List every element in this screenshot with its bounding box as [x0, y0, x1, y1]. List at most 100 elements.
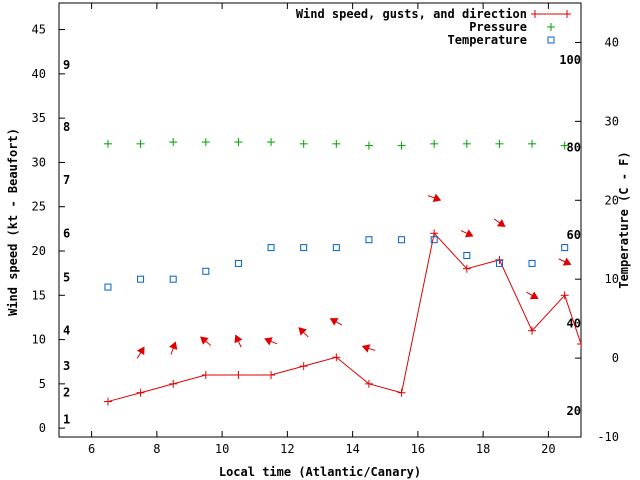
y-axis-right-label: Temperature (C - F): [617, 151, 631, 288]
plot-area: [58, 2, 582, 438]
wind-arrow: [427, 193, 442, 202]
wind-speed-point: [364, 379, 373, 388]
wind-arrow: [558, 257, 572, 266]
wind-arrow: [136, 346, 145, 359]
temperature-point: [430, 236, 438, 244]
wind-arrow-head: [298, 327, 307, 336]
wind-speed-point: [430, 229, 439, 238]
pressure-point: [299, 139, 308, 148]
x-tick-label: 14: [345, 442, 359, 456]
x-tick-label: 16: [411, 442, 425, 456]
wind-speed-point: [201, 371, 210, 379]
wind-speed-point: [234, 371, 243, 379]
pressure-point: [495, 139, 504, 148]
wind-arrow: [361, 344, 376, 353]
wind-arrow: [329, 318, 343, 326]
y-left-tick-label: 35: [32, 111, 46, 125]
legend-swatch-marker: [531, 10, 539, 18]
temperature-point: [234, 259, 242, 267]
pressure-point: [430, 139, 439, 148]
pressure-point: [462, 139, 471, 148]
wind-arrow: [493, 218, 506, 227]
y-right-tick-label: 20: [605, 193, 619, 207]
series-1: [103, 138, 569, 150]
wind-arrow: [234, 334, 243, 348]
x-tick-label: 6: [88, 442, 95, 456]
legend-label: Temperature: [448, 33, 527, 47]
temperature-point: [365, 236, 373, 244]
x-tick-label: 10: [215, 442, 229, 456]
temperature-point: [495, 259, 503, 267]
legend-swatch-marker: [563, 10, 571, 18]
fahrenheit-label: 20: [567, 404, 581, 418]
beaufort-label: 7: [63, 173, 70, 187]
temperature-point: [169, 275, 177, 283]
x-axis-label: Local time (Atlantic/Canary): [219, 465, 421, 479]
wind-speed-point: [560, 291, 569, 300]
y-right-tick-label: 10: [605, 272, 619, 286]
wind-arrow: [169, 341, 178, 355]
wind-arrow-head: [432, 193, 442, 202]
temperature-point: [104, 283, 112, 291]
wind-arrow-head: [234, 334, 243, 344]
temperature-point: [561, 244, 569, 252]
x-tick-label: 18: [476, 442, 490, 456]
temperature-point: [300, 244, 308, 252]
wind-arrow-head: [361, 344, 371, 353]
wind-arrow: [298, 327, 309, 338]
wind-arrow: [526, 291, 539, 300]
beaufort-label: 3: [63, 359, 70, 373]
temperature-point: [528, 259, 536, 267]
legend-label: Pressure: [469, 20, 527, 34]
y-left-tick-label: 5: [39, 377, 46, 391]
beaufort-label: 8: [63, 120, 70, 134]
y-left-tick-label: 10: [32, 333, 46, 347]
wind-arrow-head: [329, 318, 339, 326]
pressure-point: [332, 139, 341, 148]
y-axis-left-label: Wind speed (kt - Beaufort): [6, 128, 20, 316]
wind-speed-point: [462, 264, 471, 273]
series-2: [104, 236, 569, 291]
y-left-tick-label: 25: [32, 200, 46, 214]
pressure-point: [528, 139, 537, 148]
wind-speed-point: [299, 362, 308, 371]
axis-ticks: 6 8 10 12 14 16 18 20051015202530354045-1001020…: [32, 3, 619, 456]
beaufort-label: 4: [63, 324, 70, 338]
pressure-point: [103, 139, 112, 148]
wind-speed-point: [495, 255, 504, 264]
pressure-point: [234, 138, 243, 147]
legend-swatch-plus: [547, 23, 555, 31]
y-left-tick-label: 20: [32, 244, 46, 258]
beaufort-label: 6: [63, 226, 70, 240]
y-left-tick-label: 40: [32, 67, 46, 81]
series-0: [103, 229, 581, 406]
x-tick-label: 8: [153, 442, 160, 456]
temperature-point: [267, 244, 275, 252]
temperature-point: [332, 244, 340, 252]
x-tick-label: 12: [280, 442, 294, 456]
wind-arrow-head: [562, 257, 572, 266]
wind-arrow-head: [136, 346, 145, 356]
beaufort-label: 5: [63, 271, 70, 285]
temperature-point: [463, 252, 471, 260]
wind-speed-point: [528, 326, 537, 335]
wind-speed-point: [267, 371, 276, 379]
wind-arrow-head: [529, 291, 539, 300]
wind-speed-point: [577, 340, 581, 348]
pressure-point: [267, 138, 276, 147]
wind-arrow-head: [264, 337, 273, 346]
pressure-point: [560, 141, 569, 150]
beaufort-label: 1: [63, 412, 70, 426]
temperature-point: [137, 275, 145, 283]
temperature-point: [398, 236, 406, 244]
fahrenheit-label: 100: [559, 53, 581, 67]
wind-speed-point: [136, 388, 145, 397]
y-left-tick-label: 45: [32, 23, 46, 37]
wind-arrow-head: [464, 229, 474, 238]
y-left-tick-label: 30: [32, 155, 46, 169]
y-right-tick-label: 30: [605, 114, 619, 128]
y-right-tick-label: 0: [612, 351, 619, 365]
y-right-tick-label: -10: [597, 430, 619, 444]
